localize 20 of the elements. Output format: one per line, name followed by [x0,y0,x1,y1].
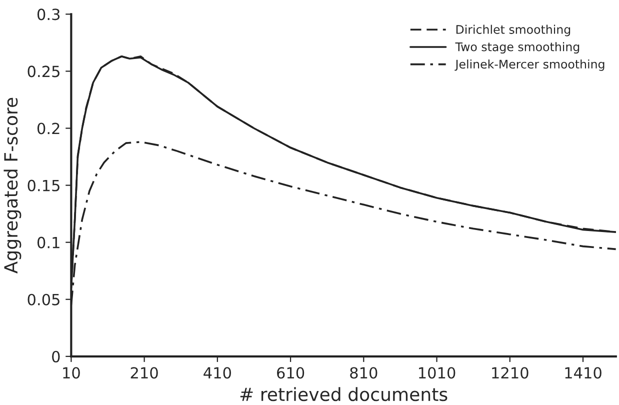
x-tick-label: 1010 [419,367,456,379]
x-tick-label: 210 [130,367,158,379]
y-axis-title: Aggregated F-score [4,98,22,274]
x-tick-label: 410 [204,367,231,379]
y-tick-label: 0.15 [28,180,60,192]
x-tick-label: 810 [350,367,378,379]
legend-label: Two stage smoothing [455,42,580,54]
y-tick-label: 0.2 [37,122,60,134]
x-tick-label: 610 [277,367,304,379]
x-tick-label: 1410 [565,367,602,379]
y-tick-label: 0.1 [37,236,60,248]
y-tick-label: 0.3 [37,8,60,20]
y-tick-label: 0.25 [28,66,60,78]
legend-label: Jelinek-Mercer smoothing [454,59,604,71]
y-tick-label: 0.05 [28,294,60,306]
legend-label: Dirichlet smoothing [456,24,570,36]
x-axis-title: # retrieved documents [240,387,448,402]
x-tick-label: 10 [63,367,80,379]
y-tick-label: 0 [52,350,60,362]
x-tick-label: 1210 [492,367,528,379]
